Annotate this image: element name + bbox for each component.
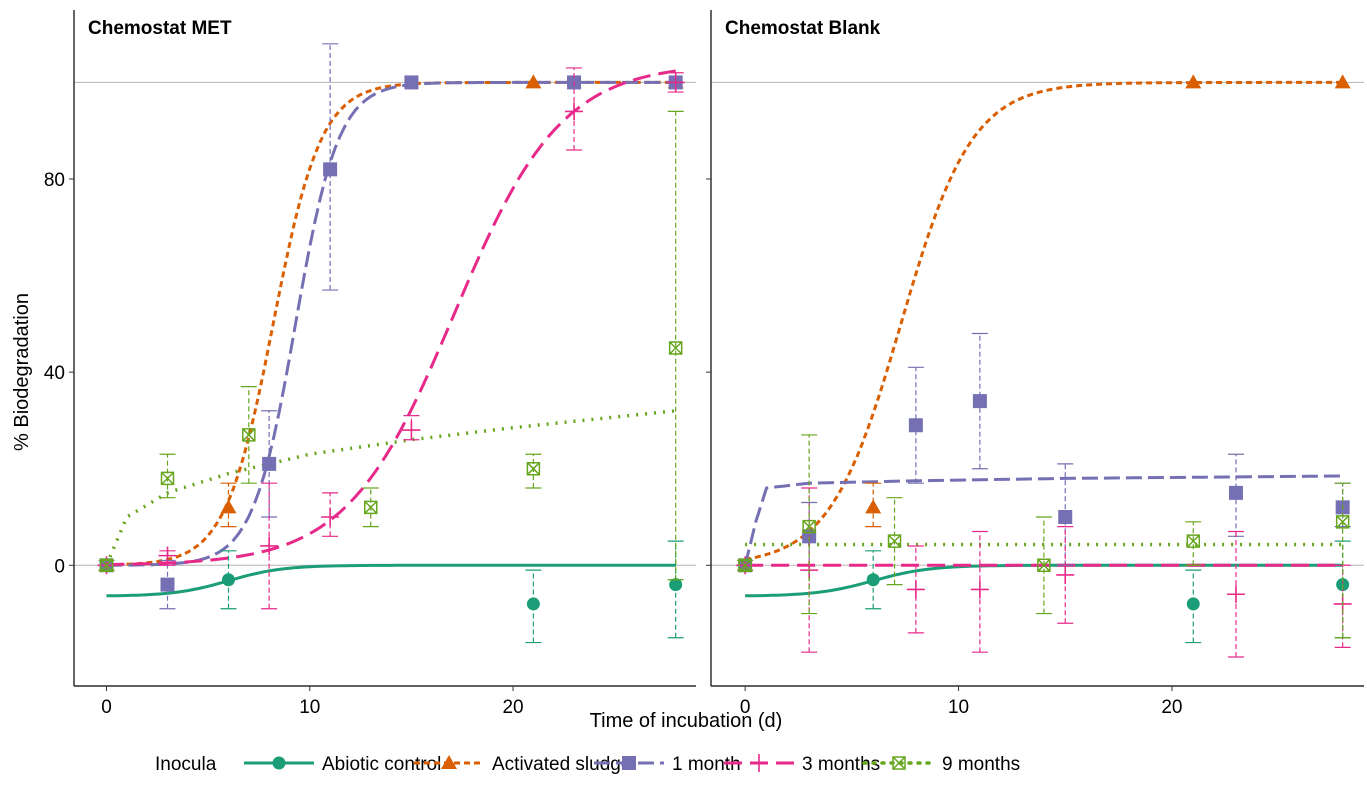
legend-label: 3 months <box>802 754 880 775</box>
data-point-9-months <box>1186 534 1201 548</box>
data-point-1-month <box>1058 510 1073 524</box>
legend-item-1-month: 1 month <box>594 754 741 775</box>
data-point-3-months <box>565 102 584 121</box>
error-bar-9-months <box>667 110 684 581</box>
error-bar-9-months <box>801 434 818 615</box>
fit-curve-1-month <box>106 80 676 567</box>
legend-swatch-marker <box>441 755 457 769</box>
panel-title: Chemostat MET <box>88 18 232 39</box>
legend-swatch-marker <box>272 756 286 770</box>
data-point-9-months <box>526 461 541 476</box>
data-point-3-months <box>158 546 177 565</box>
legend-swatch-marker <box>622 756 636 770</box>
data-point-9-months <box>242 428 256 442</box>
data-point-3-months <box>906 580 925 599</box>
legend-title: Inocula <box>155 754 217 775</box>
data-point-9-months <box>1037 558 1051 573</box>
error-bar-9-months <box>525 453 542 489</box>
data-point-activated-sludge <box>1334 74 1351 89</box>
fit-curve-activated-sludge <box>744 80 1343 561</box>
x-tick-label: 10 <box>948 697 969 718</box>
data-point-3-months <box>402 421 421 440</box>
error-bar-9-months <box>1334 482 1351 639</box>
data-point-9-months <box>802 519 816 534</box>
chart-panel-met: 0 10 20 0 40 80 Chemostat MET <box>44 10 696 718</box>
data-point-3-months <box>321 508 340 526</box>
data-point-9-months <box>738 558 752 573</box>
data-point-1-month <box>908 418 923 433</box>
data-point-abiotic-control <box>669 578 683 592</box>
error-bar-3-months <box>322 492 339 537</box>
legend-item-abiotic-control: Abiotic control <box>244 754 441 775</box>
legend-swatch-marker <box>892 756 906 770</box>
y-tick-label: 80 <box>44 170 65 191</box>
y-tick-label: 0 <box>54 556 65 577</box>
x-tick-label: 20 <box>502 697 523 718</box>
data-point-9-months <box>160 471 175 486</box>
legend-label: 9 months <box>942 754 1020 775</box>
data-point-9-months <box>887 534 902 548</box>
legend-swatch-marker <box>750 754 768 772</box>
x-tick-label: 10 <box>299 697 320 718</box>
data-point-1-month <box>323 162 338 177</box>
fit-curve-abiotic-control <box>106 563 676 598</box>
data-point-1-month <box>1228 485 1243 500</box>
legend-item-9-months: 9 months <box>862 754 1020 775</box>
data-point-3-months <box>970 580 989 599</box>
fit-curve-3-months <box>106 69 676 566</box>
x-tick-label: 0 <box>101 697 112 718</box>
data-point-9-months <box>364 500 378 515</box>
data-point-abiotic-control <box>221 573 235 587</box>
error-bar-3-months <box>1227 530 1244 658</box>
legend-item-activated-sludge: Activated sludge <box>414 754 631 775</box>
y-tick-label: 40 <box>44 363 65 384</box>
data-point-3-months <box>666 73 685 92</box>
data-point-1-month <box>160 577 175 592</box>
legend-label: Abiotic control <box>322 754 441 775</box>
data-point-3-months <box>1056 565 1075 584</box>
data-point-activated-sludge <box>865 499 882 514</box>
data-point-activated-sludge <box>525 74 542 89</box>
legend-item-3-months: 3 months <box>724 754 880 775</box>
data-point-1-month <box>972 394 987 409</box>
data-point-abiotic-control <box>1186 597 1200 611</box>
legend: Inocula Abiotic control Activated sludge 1 … <box>155 754 1020 775</box>
data-point-9-months <box>668 341 683 355</box>
fit-curve-activated-sludge <box>106 80 676 567</box>
data-point-activated-sludge <box>220 499 237 514</box>
chart-panel-blank: 0 10 20 Chemostat Blank <box>706 10 1364 718</box>
error-bar-3-months <box>261 482 278 610</box>
data-point-1-month <box>262 456 277 471</box>
data-point-abiotic-control <box>866 573 880 587</box>
y-axis-title: % Biodegradation <box>11 293 33 451</box>
error-bar-activated-sludge <box>865 482 882 528</box>
fit-curve-9-months <box>104 409 676 566</box>
data-point-9-months <box>99 558 114 573</box>
data-point-3-months <box>260 536 279 555</box>
x-tick-label: 20 <box>1161 697 1182 718</box>
legend-label: 1 month <box>672 754 741 775</box>
data-point-3-months <box>1226 585 1245 604</box>
data-point-9-months <box>1335 515 1350 529</box>
data-point-abiotic-control <box>1336 578 1350 592</box>
data-point-abiotic-control <box>526 597 540 611</box>
data-point-1-month <box>404 75 419 90</box>
error-bar-9-months <box>1185 521 1202 566</box>
x-tick-label: 0 <box>740 697 751 718</box>
error-bar-activated-sludge <box>220 482 237 528</box>
x-axis-title: Time of incubation (d) <box>590 710 783 732</box>
error-bar-9-months <box>159 453 176 499</box>
data-point-activated-sludge <box>1185 74 1202 89</box>
panel-title: Chemostat Blank <box>725 18 881 39</box>
legend-label: Activated sludge <box>492 754 631 775</box>
